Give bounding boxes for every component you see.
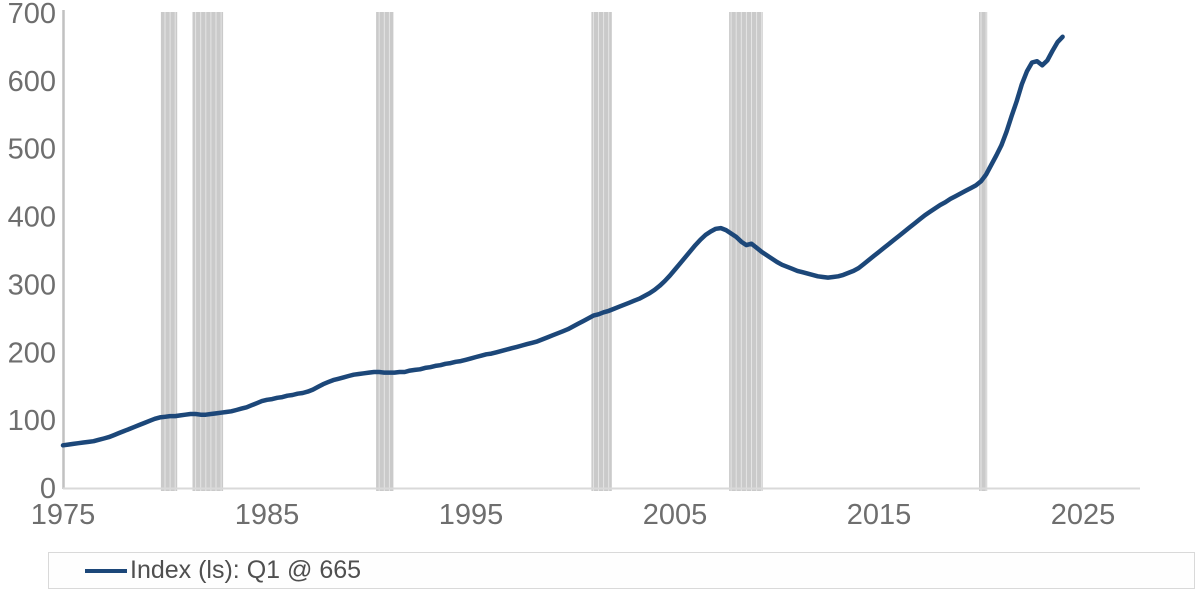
y-tick-label: 100 [8,405,56,437]
x-tick-label: 2025 [1051,499,1116,531]
legend: Index (ls): Q1 @ 665 [48,552,1195,589]
legend-label: Index (ls): Q1 @ 665 [130,556,362,584]
x-axis-labels: 1975 1985 1995 2005 2015 2025 [31,499,1116,531]
y-tick-label: 600 [8,66,56,98]
recession-band [979,12,988,491]
recession-band [192,12,224,491]
x-tick-label: 2005 [643,499,708,531]
y-tick-label: 300 [8,269,56,301]
x-tick-label: 2015 [847,499,912,531]
axes [62,10,1140,490]
y-tick-label: 200 [8,337,56,369]
x-tick-label: 1985 [235,499,300,531]
y-axis-labels: 0 100 200 300 400 500 600 700 [8,0,56,505]
x-tick-label: 1995 [439,499,504,531]
y-tick-label: 500 [8,134,56,166]
recession-band [591,12,612,491]
index-line-path [60,34,1065,448]
y-tick-label: 400 [8,202,56,234]
legend-line-swatch [85,568,127,573]
index-line [60,34,1065,448]
recession-bands [160,12,988,491]
x-tick-label: 1975 [31,499,96,531]
chart-svg: 0 100 200 300 400 500 600 700 1975 1985 1995 2005 2… [8,0,1140,531]
y-tick-label: 700 [8,0,56,30]
y-tick-label: 0 [40,473,56,505]
